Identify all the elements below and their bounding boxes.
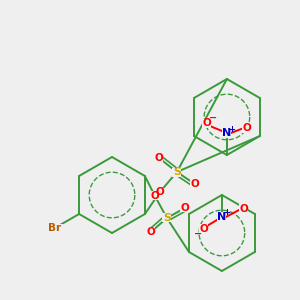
Text: O: O xyxy=(155,187,164,197)
Text: S: S xyxy=(173,167,181,177)
Text: O: O xyxy=(200,224,208,234)
Text: N: N xyxy=(222,128,232,138)
FancyBboxPatch shape xyxy=(202,118,211,127)
FancyBboxPatch shape xyxy=(200,224,208,233)
Text: N: N xyxy=(217,212,226,222)
Text: O: O xyxy=(181,203,189,213)
FancyBboxPatch shape xyxy=(162,214,171,223)
FancyBboxPatch shape xyxy=(190,179,200,188)
Text: −: − xyxy=(209,113,217,123)
FancyBboxPatch shape xyxy=(155,188,164,196)
Text: S: S xyxy=(163,213,171,223)
Text: −: − xyxy=(194,229,202,239)
Text: O: O xyxy=(146,227,155,237)
Text: O: O xyxy=(239,204,248,214)
FancyBboxPatch shape xyxy=(222,128,231,137)
Text: O: O xyxy=(190,179,199,189)
FancyBboxPatch shape xyxy=(180,203,189,212)
FancyBboxPatch shape xyxy=(146,227,155,236)
FancyBboxPatch shape xyxy=(218,212,226,221)
Text: +: + xyxy=(224,208,230,217)
FancyBboxPatch shape xyxy=(150,191,159,200)
FancyBboxPatch shape xyxy=(154,154,164,163)
Text: O: O xyxy=(202,118,211,128)
Text: O: O xyxy=(242,123,251,133)
Text: +: + xyxy=(228,124,236,134)
FancyBboxPatch shape xyxy=(239,205,248,214)
Text: O: O xyxy=(154,153,163,163)
FancyBboxPatch shape xyxy=(242,124,251,133)
FancyBboxPatch shape xyxy=(47,224,63,232)
FancyBboxPatch shape xyxy=(172,167,182,176)
Text: Br: Br xyxy=(48,223,62,233)
Text: O: O xyxy=(151,191,159,201)
